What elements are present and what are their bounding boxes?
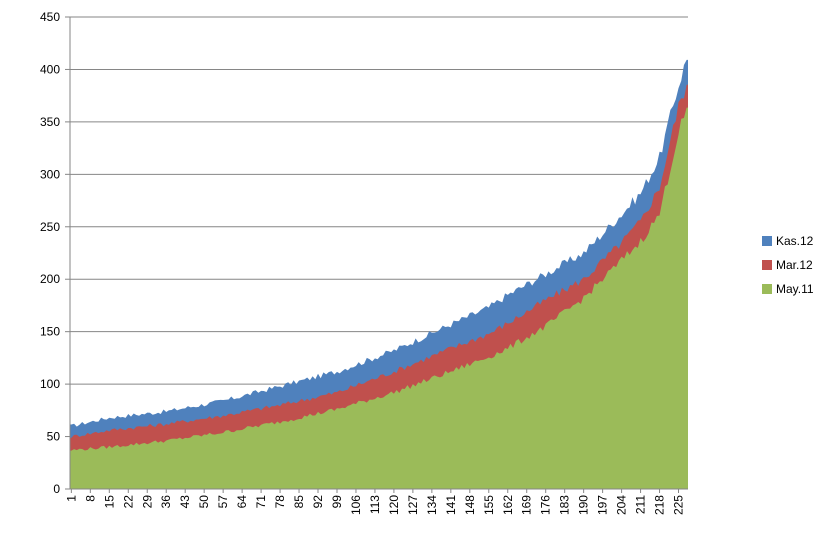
x-tick-label: 204 <box>615 495 629 515</box>
x-tick-label: 78 <box>273 495 287 509</box>
series-area-May.11 <box>70 107 688 489</box>
x-tick-label: 113 <box>368 495 382 514</box>
x-tick-label: 211 <box>634 495 648 514</box>
y-tick-labels: 0 50 100 150 200 250 300 350 400 450 <box>40 10 60 496</box>
x-tick-label: 50 <box>197 495 211 509</box>
y-tick-label: 400 <box>40 62 60 76</box>
legend-swatch <box>762 260 772 270</box>
x-tick-label: 183 <box>558 495 572 515</box>
x-tick-label: 218 <box>653 495 667 515</box>
x-tick-label: 57 <box>216 495 230 509</box>
x-tick-label: 169 <box>520 495 534 515</box>
x-tick-label: 190 <box>577 495 591 515</box>
y-tick-label: 0 <box>53 482 60 496</box>
x-tick-label: 29 <box>140 495 154 509</box>
y-tick-label: 50 <box>47 430 61 444</box>
x-tick-label: 127 <box>406 495 420 515</box>
x-tick-label: 15 <box>102 495 116 509</box>
legend: Kas.12 Mar.12 May.11 <box>762 234 814 296</box>
x-tick-label: 148 <box>463 495 477 515</box>
y-tick-label: 100 <box>40 377 60 391</box>
x-tick-label: 225 <box>672 495 686 515</box>
x-tick-label: 1 <box>64 495 78 502</box>
x-tick-label: 8 <box>83 495 97 502</box>
x-tick-label: 64 <box>235 495 249 509</box>
axes <box>69 17 688 490</box>
legend-swatch <box>762 236 772 246</box>
x-tick-label: 120 <box>387 495 401 515</box>
x-tick-label: 99 <box>330 495 344 509</box>
legend-label: Kas.12 <box>776 234 814 248</box>
x-tick-label: 197 <box>596 495 610 515</box>
legend-swatch <box>762 284 772 294</box>
series-areas <box>70 59 688 490</box>
x-tick-label: 141 <box>444 495 458 515</box>
y-tick-label: 350 <box>40 115 60 129</box>
y-tick-label: 450 <box>40 10 60 24</box>
x-tick-label: 155 <box>482 495 496 515</box>
y-tick-label: 200 <box>40 272 60 286</box>
x-tick-label: 71 <box>254 495 268 509</box>
x-tick-label: 22 <box>121 495 135 509</box>
legend-label: May.11 <box>776 282 814 296</box>
y-tick-label: 250 <box>40 220 60 234</box>
x-tick-label: 134 <box>425 495 439 515</box>
y-tick-label: 150 <box>40 325 60 339</box>
x-tick-label: 106 <box>349 495 363 515</box>
x-tick-label: 43 <box>178 495 192 509</box>
x-tick-labels: 1 8 15 22 29 36 43 50 57 64 71 78 85 92 99 106 113 120 127… <box>64 489 686 515</box>
legend-label: Mar.12 <box>776 258 813 272</box>
x-tick-label: 92 <box>311 495 325 509</box>
x-tick-label: 36 <box>159 495 173 509</box>
x-tick-label: 85 <box>292 495 306 509</box>
x-tick-label: 162 <box>501 495 515 515</box>
x-tick-label: 176 <box>539 495 553 515</box>
y-tick-label: 300 <box>40 167 60 181</box>
